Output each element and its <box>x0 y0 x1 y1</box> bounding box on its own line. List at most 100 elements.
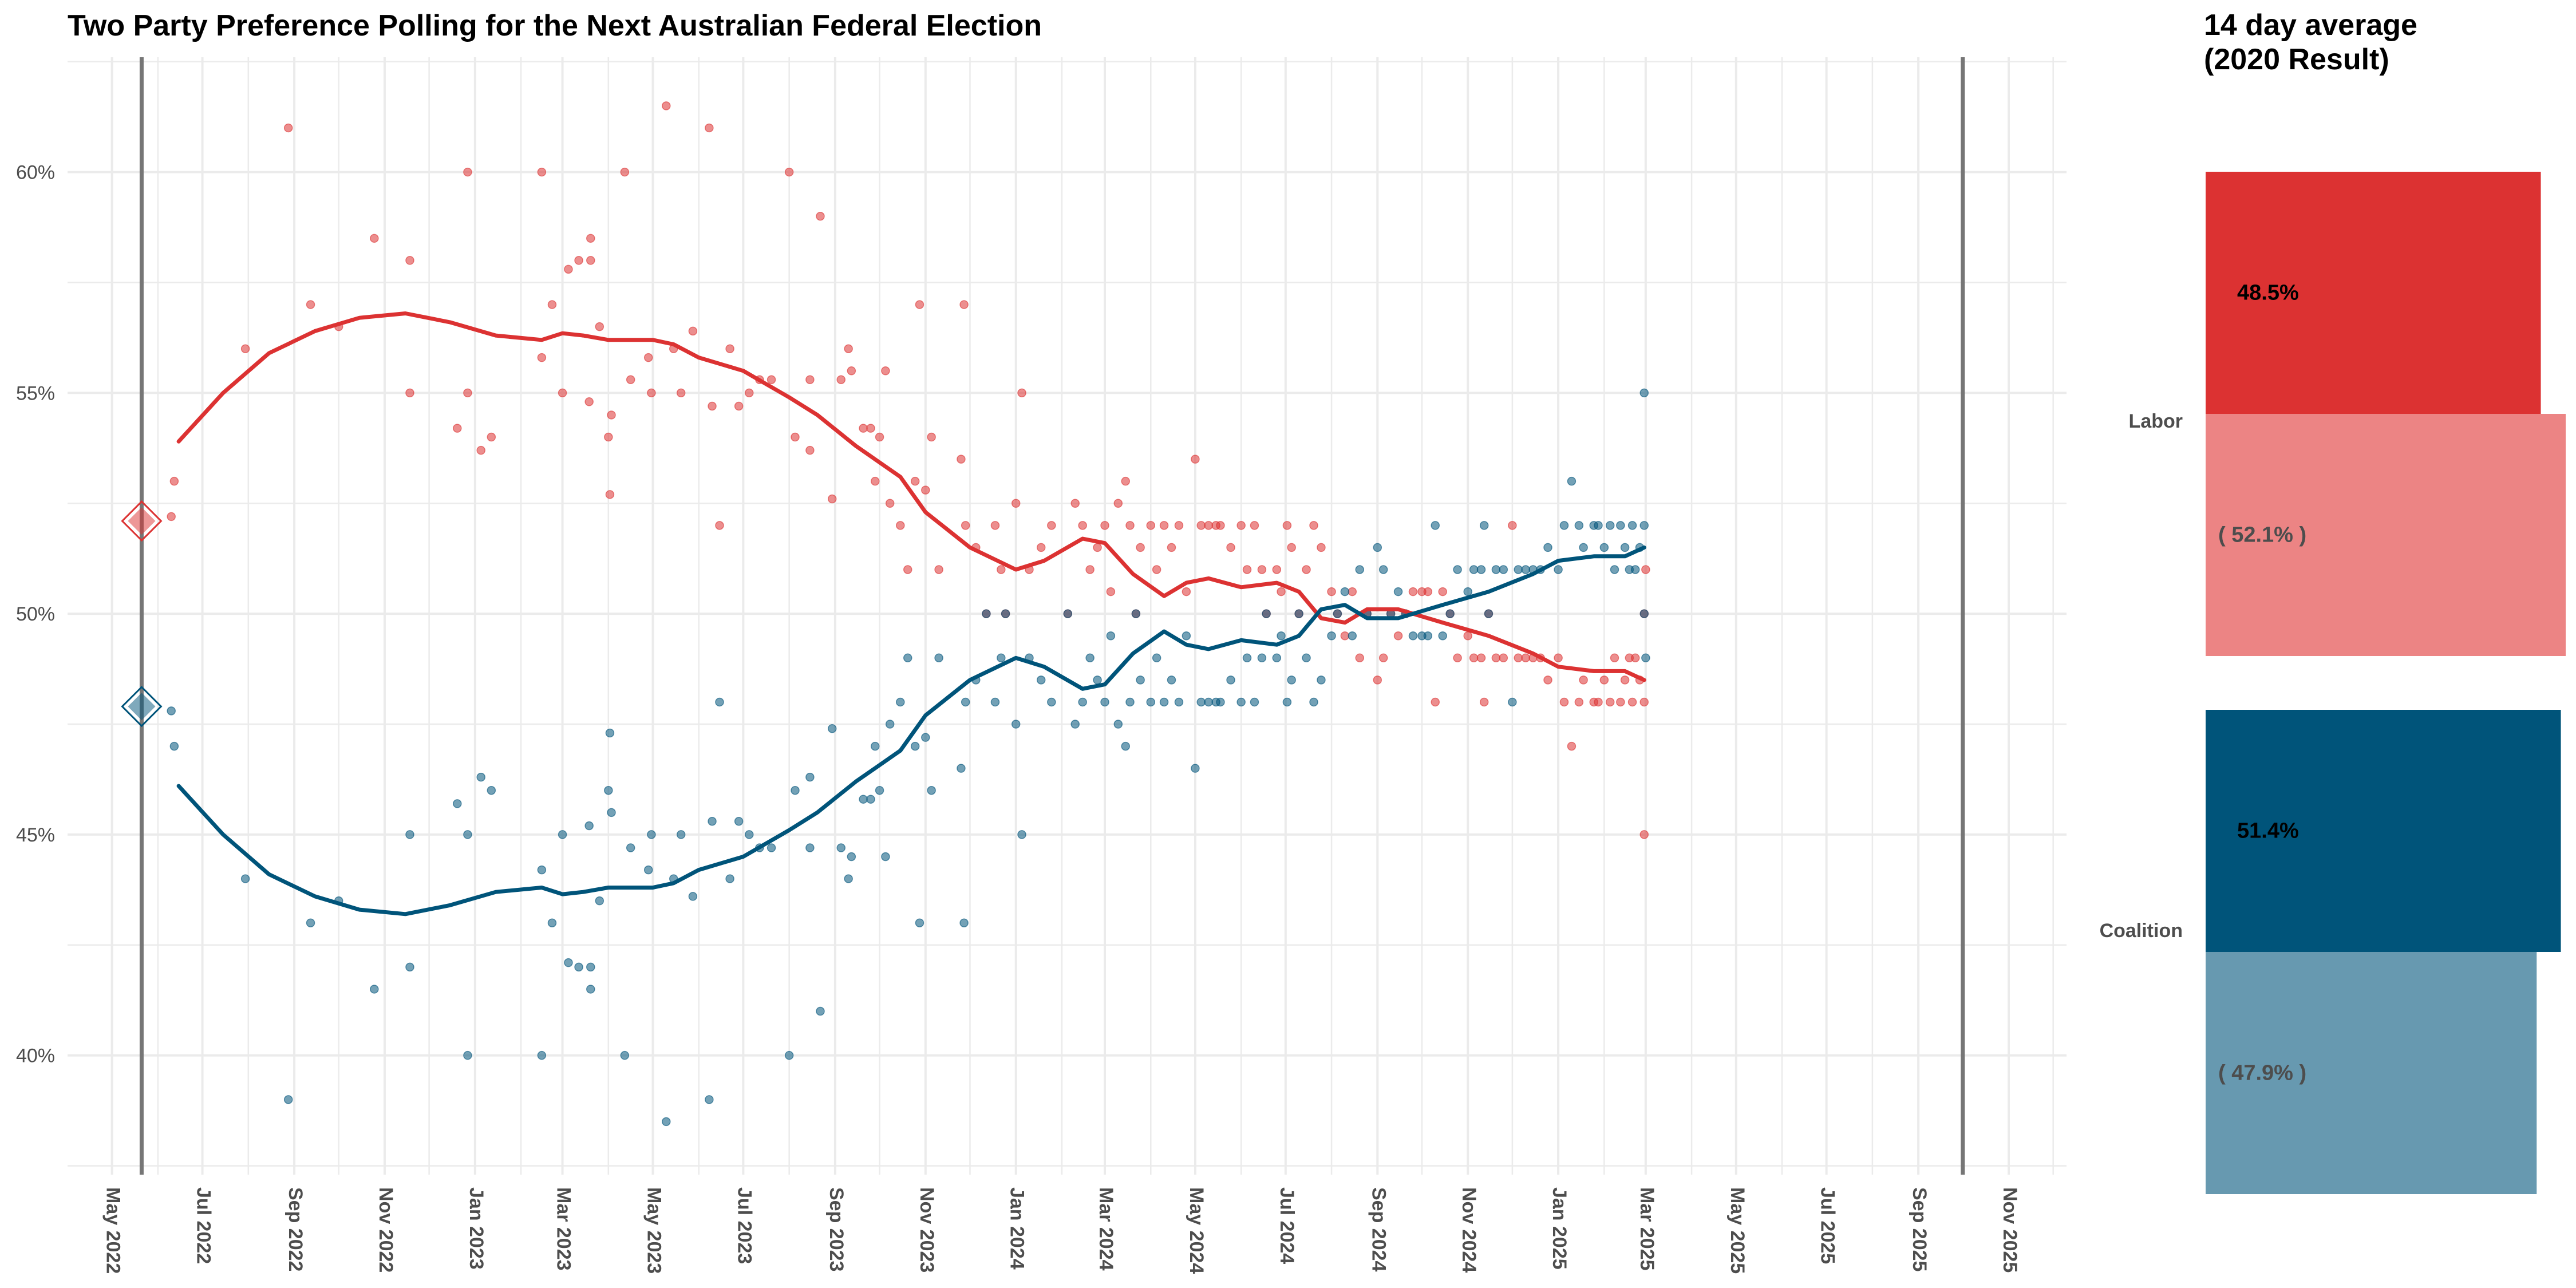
labor-poll-point <box>859 424 868 433</box>
coalition-average-label: 51.4% <box>2237 819 2299 843</box>
labor-poll-point <box>896 521 905 530</box>
coalition-poll-point <box>604 786 613 795</box>
coalition-poll-point <box>605 728 615 738</box>
labor-poll-point <box>564 264 573 274</box>
labor-result-label: ( 52.1% ) <box>2218 523 2306 547</box>
coalition-poll-point <box>921 733 930 742</box>
labor-poll-point <box>990 521 1000 530</box>
poll-points <box>167 101 1650 1127</box>
coalition-poll-point <box>1294 609 1303 618</box>
coalition-poll-point <box>875 786 884 795</box>
labor-poll-point <box>927 432 936 442</box>
labor-poll-point <box>959 300 969 309</box>
labor-result-diamond-outline <box>121 500 163 542</box>
coalition-poll-point <box>463 830 472 839</box>
coalition-poll-point <box>1423 631 1433 641</box>
labor-poll-point <box>836 375 846 384</box>
labor-poll-point <box>662 101 671 110</box>
coalition-poll-point <box>1204 697 1213 707</box>
labor-poll-point <box>1070 499 1080 508</box>
labor-poll-point <box>1438 587 1447 596</box>
labor-result-bar <box>2206 414 2566 656</box>
labor-poll-point <box>643 353 653 362</box>
coalition-poll-point <box>827 724 837 733</box>
coalition-poll-point <box>283 1095 293 1104</box>
coalition-poll-point <box>1463 587 1472 596</box>
coalition-poll-point <box>1136 675 1145 685</box>
y-tick-label: 50% <box>16 603 55 625</box>
labor-poll-point <box>1639 697 1649 707</box>
coalition-poll-point <box>1639 521 1649 530</box>
coalition-poll-point <box>1011 720 1021 729</box>
coalition-poll-point <box>915 918 924 927</box>
labor-poll-point <box>1574 697 1584 707</box>
labor-poll-point <box>1373 675 1382 685</box>
coalition-poll-point <box>1174 697 1184 707</box>
labor-poll-point <box>847 366 856 376</box>
coalition-poll-point <box>1616 521 1625 530</box>
labor-poll-point <box>547 300 557 309</box>
labor-poll-point <box>1431 697 1440 707</box>
labor-poll-point <box>1554 653 1563 663</box>
labor-poll-point <box>1152 565 1161 574</box>
labor-poll-point <box>1479 697 1489 707</box>
labor-poll-point <box>1340 631 1350 641</box>
coalition-poll-point <box>1594 521 1603 530</box>
coalition-poll-point <box>836 843 846 852</box>
labor-poll-point <box>1146 521 1156 530</box>
coalition-poll-point <box>1152 653 1161 663</box>
coalition-poll-point <box>816 1006 825 1016</box>
x-tick-label: Jul 2025 <box>1817 1187 1839 1264</box>
labor-poll-point <box>1641 565 1650 574</box>
labor-trend-line <box>176 311 1646 682</box>
coalition-result-label: ( 47.9% ) <box>2218 1061 2306 1085</box>
coalition-poll-point <box>708 817 717 826</box>
labor-poll-point <box>725 344 734 353</box>
labor-poll-point <box>1630 653 1640 663</box>
coalition-trend-line <box>176 545 1646 916</box>
labor-poll-point <box>1559 697 1569 707</box>
x-tick-label: Sep 2023 <box>825 1187 847 1271</box>
labor-poll-point <box>934 565 943 574</box>
labor-poll-point <box>1011 499 1021 508</box>
coalition-poll-point <box>1063 609 1073 618</box>
coalition-poll-point <box>1093 675 1102 685</box>
coalition-poll-point <box>997 653 1006 663</box>
labor-poll-point <box>784 167 794 177</box>
labor-poll-point <box>816 212 825 221</box>
labor-poll-point <box>915 300 924 309</box>
labor-poll-point <box>715 521 724 530</box>
x-tick-label: Jul 2023 <box>733 1187 755 1264</box>
labor-poll-point <box>1047 521 1056 530</box>
labor-poll-point <box>1463 631 1472 641</box>
coalition-poll-point <box>896 697 905 707</box>
labor-poll-point <box>1453 653 1462 663</box>
labor-poll-point <box>586 256 595 265</box>
labor-poll-point <box>903 565 912 574</box>
coalition-poll-point <box>805 772 815 782</box>
coalition-result-diamond-outline <box>121 686 163 728</box>
coalition-poll-point <box>306 918 315 927</box>
coalition-poll-point <box>784 1050 794 1060</box>
coalition-poll-point <box>1250 697 1259 707</box>
labor-poll-point <box>306 300 315 309</box>
labor-poll-point <box>1620 675 1630 685</box>
coalition-poll-point <box>169 741 179 751</box>
coalition-poll-point <box>859 795 868 804</box>
coalition-poll-point <box>1182 631 1191 641</box>
coalition-poll-point <box>1610 565 1619 574</box>
coalition-poll-point <box>1327 631 1336 641</box>
coalition-poll-point <box>903 653 912 663</box>
coalition-poll-point <box>1226 675 1235 685</box>
labor-poll-point <box>676 388 686 398</box>
coalition-poll-point <box>1262 609 1271 618</box>
coalition-poll-point <box>715 697 724 707</box>
labor-poll-point <box>1567 741 1577 751</box>
coalition-poll-point <box>1159 697 1169 707</box>
coalition-poll-point <box>1605 521 1615 530</box>
labor-poll-point <box>1302 565 1311 574</box>
labor-poll-point <box>767 375 776 384</box>
coalition-poll-point <box>1445 609 1455 618</box>
coalition-poll-point <box>961 697 970 707</box>
